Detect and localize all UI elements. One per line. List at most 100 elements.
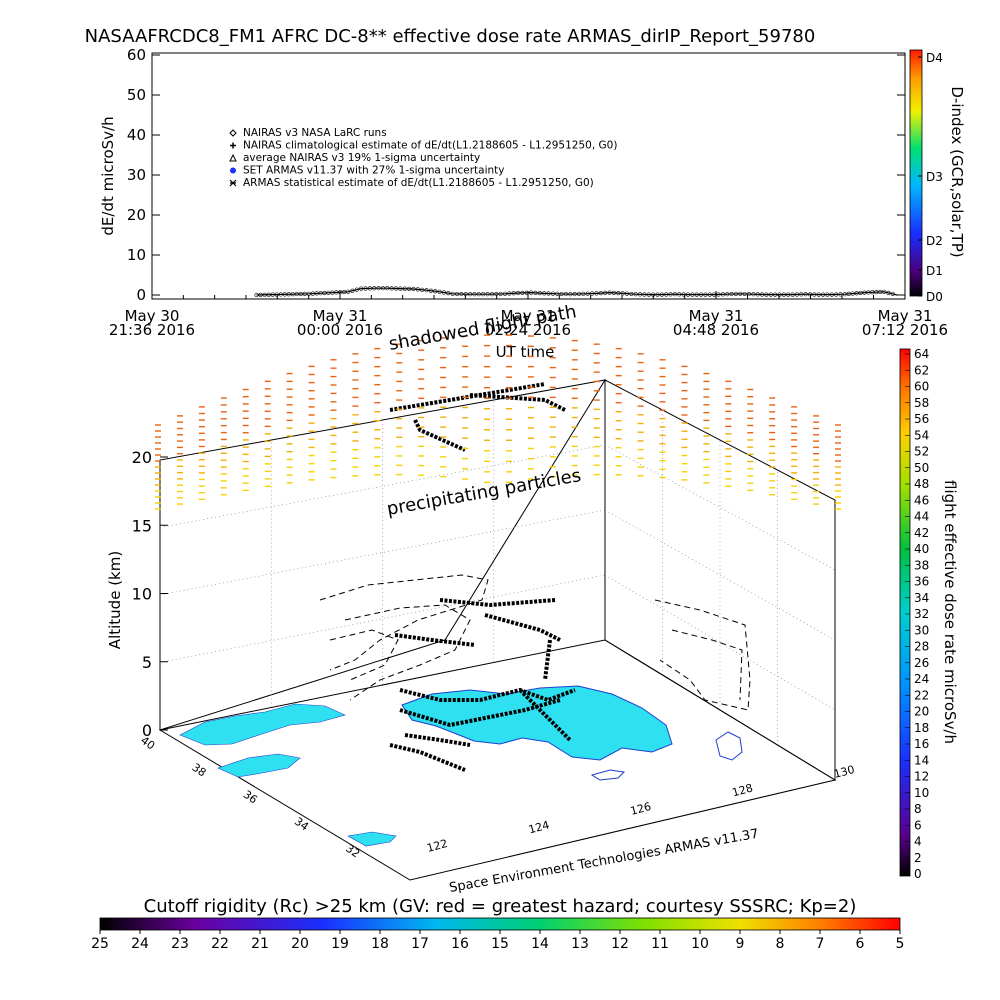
legend-item: NAIRAS climatological estimate of dE/dt(… — [230, 140, 617, 152]
time-series-point — [607, 290, 612, 295]
x-tick-label-time: 07:12 2016 — [862, 321, 948, 339]
time-series-point — [468, 292, 473, 297]
y-tick-label: 0 — [136, 286, 146, 304]
rc-tick-label: 23 — [171, 936, 189, 952]
time-series-point — [838, 292, 843, 297]
time-series-point — [481, 292, 486, 297]
altitude-axis: 0 5 10 15 20 — [132, 448, 168, 740]
time-series-point — [816, 292, 821, 297]
time-series-point — [786, 292, 791, 297]
time-series-point — [563, 291, 569, 297]
legend-label: average NAIRAS v3 19% 1-sigma uncertaint… — [243, 152, 480, 164]
altitude-tick-label: 10 — [132, 585, 152, 604]
wall-gridline — [604, 444, 836, 571]
time-series-y-axis: 0 10 20 30 40 50 60 — [127, 46, 905, 304]
x-tick-label-date: May 31 — [313, 307, 368, 325]
time-series-point — [759, 292, 765, 297]
d-index-tick-label: D2 — [926, 234, 943, 248]
dose-column — [176, 415, 183, 505]
rc-tick-label: 20 — [291, 936, 309, 952]
time-series-point — [585, 291, 590, 296]
legend-item: SET ARMAS v11.37 with 27% 1-sigma uncert… — [230, 165, 505, 177]
legend-item: ARMAS statistical estimate of dE/dt(L1.2… — [229, 177, 594, 189]
chart-title: NASAAFRCDC8_FM1 AFRC DC-8** effective do… — [85, 26, 816, 47]
dose-column — [462, 335, 469, 480]
time-series-point — [502, 291, 508, 296]
time-series-effective-dose-series — [254, 286, 898, 298]
time-series-point — [555, 291, 560, 296]
time-series-point — [755, 292, 760, 297]
legend-item: average NAIRAS v3 19% 1-sigma uncertaint… — [229, 152, 480, 164]
time-series-point — [746, 291, 752, 297]
time-series-point — [498, 291, 503, 297]
time-series-point — [572, 291, 577, 297]
dose-tick-label: 38 — [914, 558, 929, 572]
dose-tick-label: 32 — [914, 607, 929, 621]
dose-tick-label: 4 — [914, 835, 922, 849]
rc-tick-label: 9 — [736, 936, 745, 952]
rc-tick-label: 17 — [411, 936, 429, 952]
y-tick-label: 20 — [127, 206, 146, 224]
time-series-point — [886, 290, 891, 295]
dose-rate-colorbar — [899, 348, 911, 877]
y-tick-label: 30 — [127, 166, 146, 184]
rc-tick-label: 25 — [91, 936, 109, 952]
time-series-point — [529, 290, 534, 295]
time-series-point — [376, 286, 381, 291]
time-series-point — [594, 291, 599, 296]
time-series-point — [659, 292, 664, 297]
legend-label: SET ARMAS v11.37 with 27% 1-sigma uncert… — [243, 165, 505, 177]
time-series-point — [637, 292, 643, 297]
dose-column — [505, 334, 512, 484]
dose-column — [615, 347, 622, 476]
y-tick-label: 50 — [127, 86, 146, 104]
dose-column — [330, 359, 337, 479]
legend-label: NAIRAS v3 NASA LaRC runs — [243, 127, 387, 139]
wall-gridline — [604, 574, 836, 711]
time-series-point — [363, 286, 368, 291]
time-series-point — [330, 290, 335, 295]
time-series-point — [441, 290, 447, 295]
flight-path-3d — [389, 382, 576, 772]
dose-column — [155, 424, 161, 510]
time-series-point — [372, 286, 377, 291]
time-series-point — [446, 291, 451, 296]
time-series-point — [850, 291, 855, 296]
legend-item: NAIRAS v3 NASA LaRC runs — [229, 127, 387, 139]
time-series-point — [854, 291, 859, 296]
dose-column — [813, 415, 820, 505]
dose-tick-label: 20 — [914, 705, 929, 719]
time-series-point — [751, 292, 756, 297]
time-series-point — [576, 291, 582, 297]
time-series-point — [790, 292, 795, 297]
time-series-point — [651, 292, 656, 297]
time-series-point — [829, 292, 834, 297]
time-series-point — [266, 292, 271, 297]
time-series-point — [685, 292, 691, 297]
time-series-point — [354, 287, 359, 292]
altitude-axis-label: Altitude (km) — [106, 551, 124, 649]
time-series-point — [870, 290, 875, 295]
longitude-tick-label: 130 — [832, 763, 856, 781]
time-series-point — [322, 290, 327, 296]
time-series-point — [716, 292, 721, 297]
time-series-point — [825, 292, 830, 297]
x-tick-label-date: May 31 — [878, 307, 933, 325]
cutoff-rigidity-panel: Cutoff rigidity (Rc) >25 km (GV: red = g… — [91, 896, 904, 952]
time-series-point — [703, 292, 708, 297]
time-series-point — [367, 286, 372, 291]
time-series-point — [842, 292, 847, 297]
dose-column — [220, 397, 227, 496]
time-series-point — [407, 286, 412, 291]
dose-column — [571, 339, 578, 476]
dose-tick-label: 60 — [914, 380, 929, 394]
time-series-point — [781, 292, 786, 297]
y-tick-label: 40 — [127, 126, 146, 144]
legend-triangle-marker — [229, 153, 237, 162]
time-series-point — [620, 291, 625, 296]
latitude-tick-label: 34 — [292, 815, 311, 834]
time-series-point — [485, 292, 490, 297]
rc-tick-label: 5 — [896, 936, 905, 952]
rc-tick-label: 22 — [211, 936, 229, 952]
